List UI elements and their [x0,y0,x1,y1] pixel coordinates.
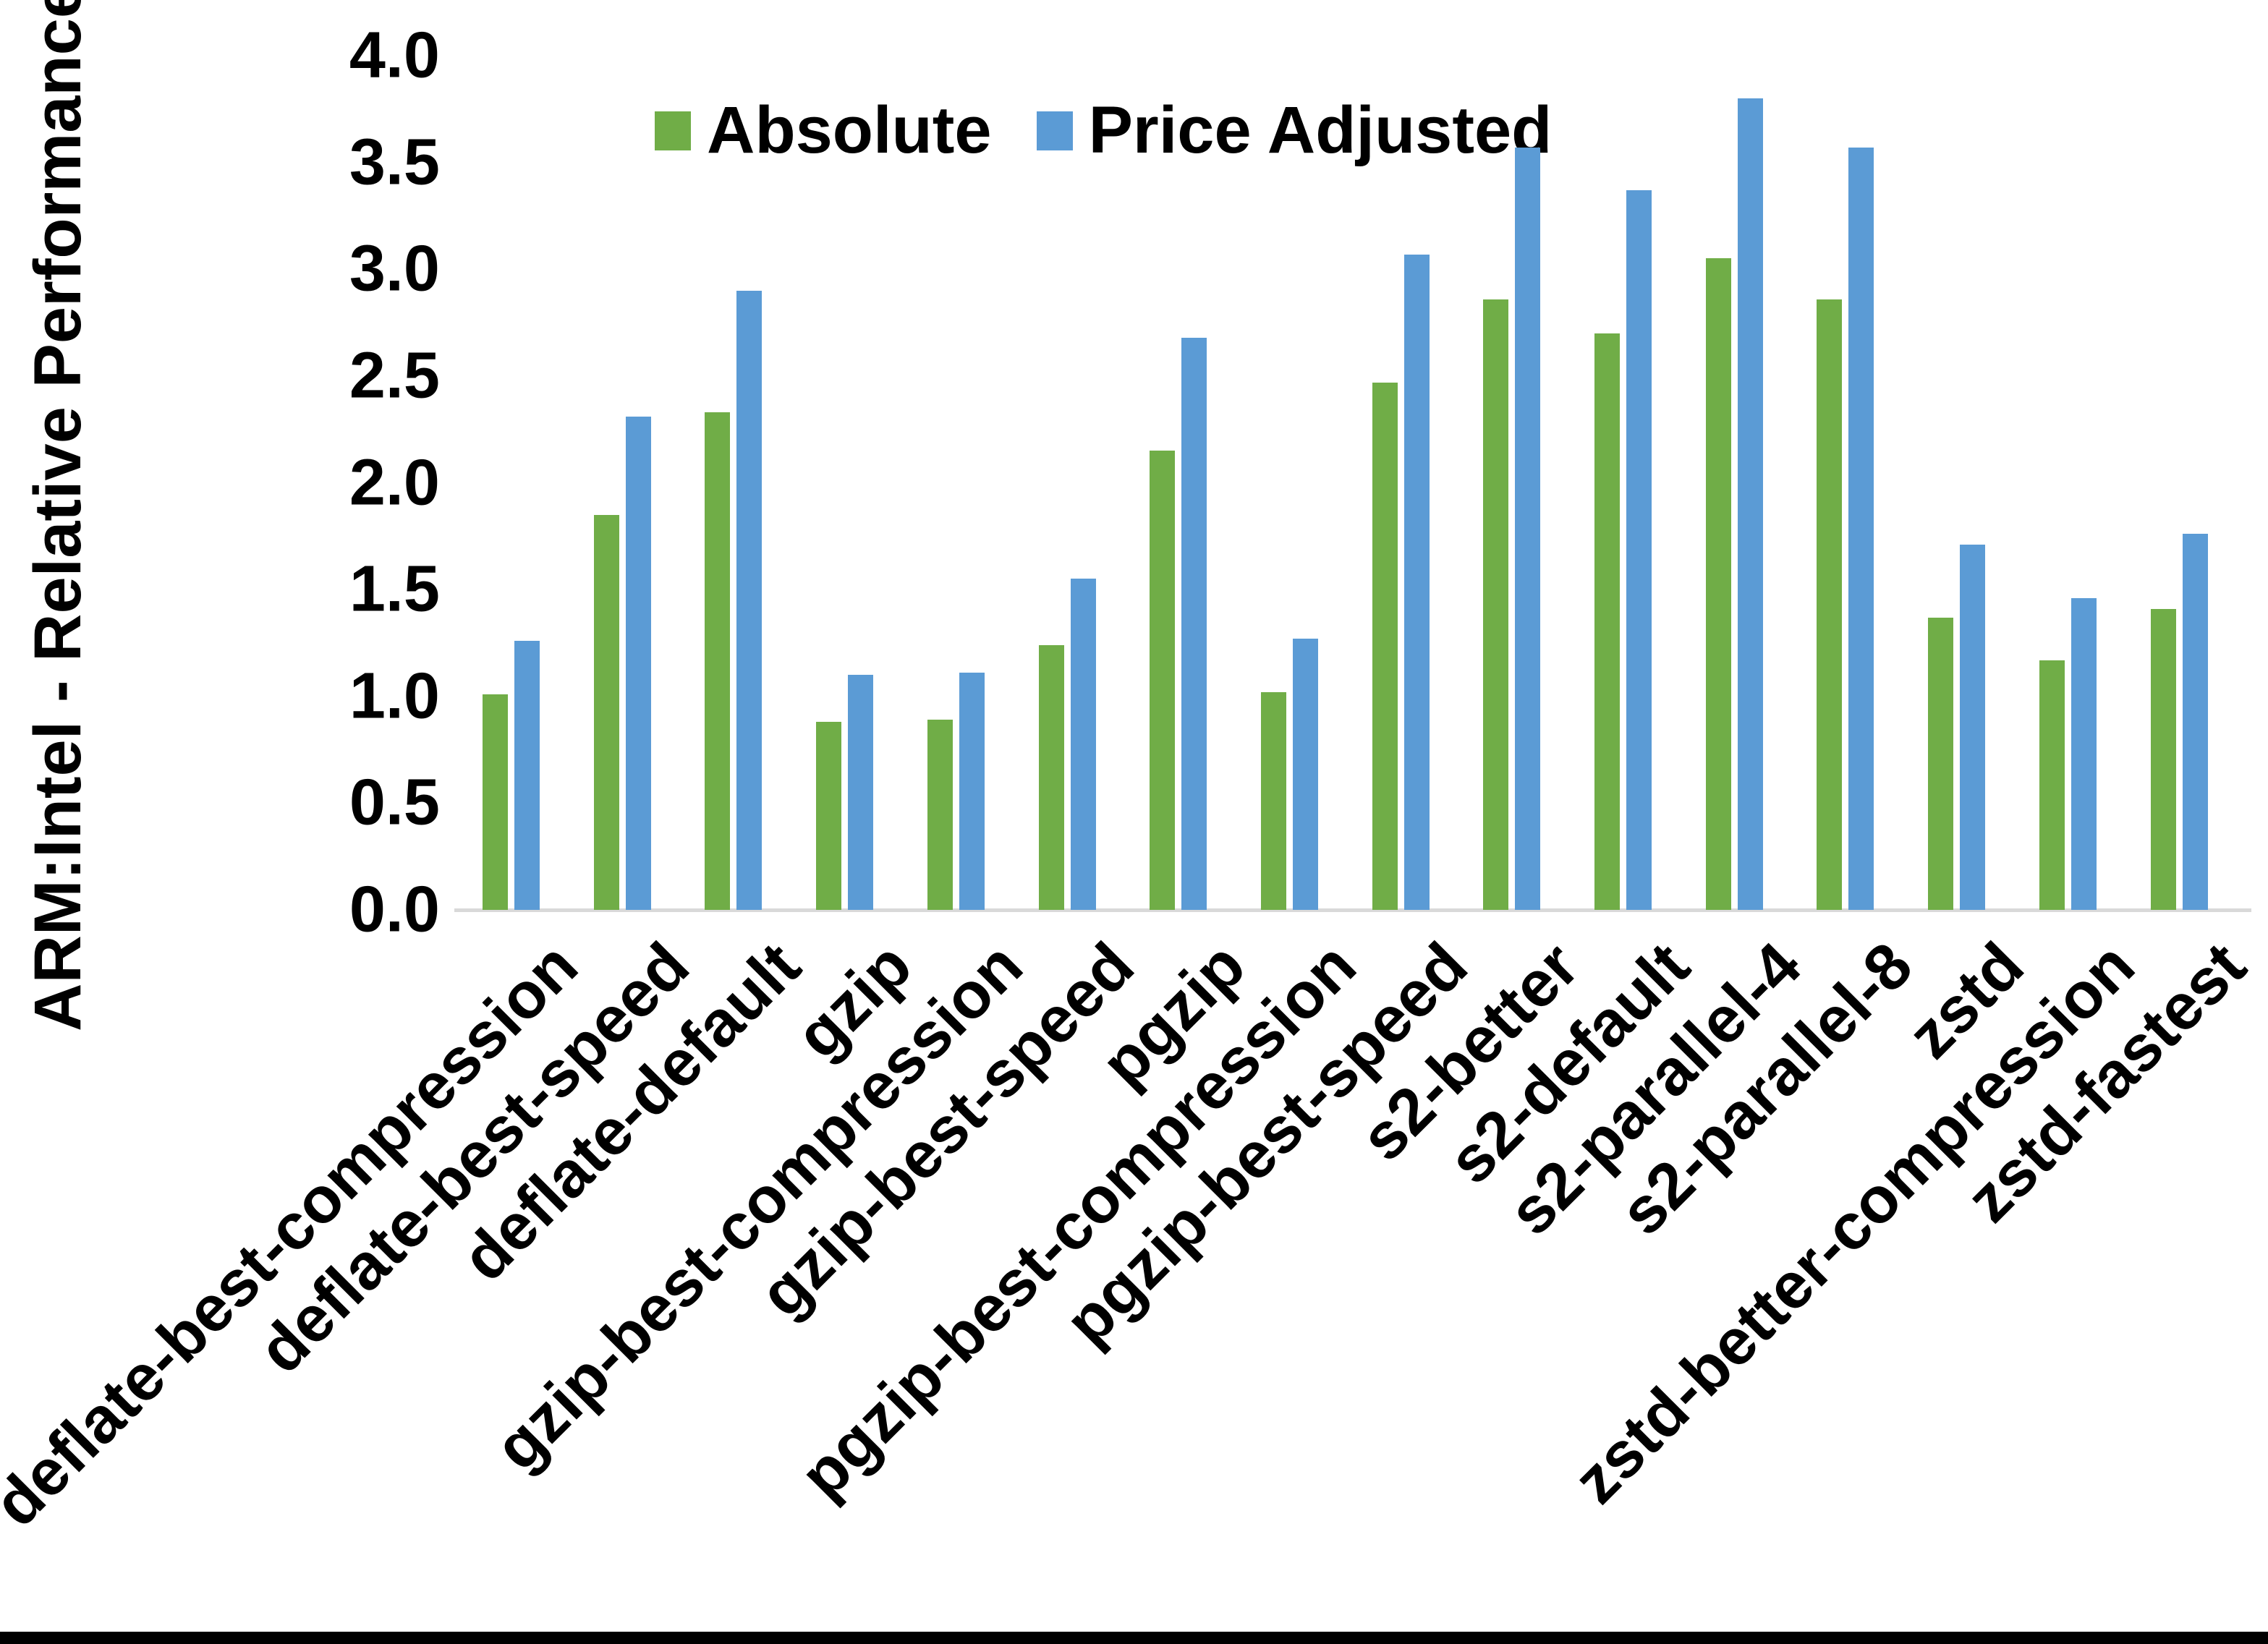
bar-absolute [1817,299,1842,910]
bar-absolute [2039,660,2065,910]
bar-absolute [1706,258,1731,910]
bar-price-adjusted [1404,255,1430,910]
bar-absolute [594,515,619,910]
bar-price-adjusted [1293,639,1318,910]
legend-swatch-absolute-icon [655,111,691,150]
bar-price-adjusted [736,291,762,910]
bottom-border [0,1632,2268,1644]
bar-price-adjusted [514,641,540,910]
bar-price-adjusted [626,417,651,910]
bar-absolute [705,412,730,910]
bar-absolute [1261,692,1286,910]
bar-price-adjusted [848,675,873,910]
legend: Absolute Price Adjusted [655,93,1552,169]
legend-item-absolute: Absolute [655,93,992,169]
y-tick-label: 1.0 [349,660,440,733]
bar-price-adjusted [1626,190,1652,910]
x-axis-line [454,908,2251,912]
y-tick-label: 3.5 [349,126,440,199]
y-tick-label: 2.5 [349,339,440,412]
bar-absolute [1928,618,1953,910]
y-tick-label: 0.0 [349,873,440,946]
bar-absolute [1594,333,1620,910]
legend-label-absolute: Absolute [707,93,992,167]
y-tick-label: 2.0 [349,446,440,519]
y-tick-label: 4.0 [349,19,440,92]
bar-price-adjusted [2183,534,2208,910]
bar-absolute [2151,609,2176,910]
legend-swatch-price-adjusted-icon [1036,111,1073,150]
y-tick-label: 3.0 [349,232,440,305]
bar-absolute [1483,299,1508,910]
bar-absolute [927,720,953,910]
bar-absolute [1039,645,1064,910]
bar-price-adjusted [2071,598,2097,910]
bar-price-adjusted [1848,148,1874,910]
bar-absolute [816,722,841,910]
bar-price-adjusted [1738,98,1763,910]
y-tick-label: 0.5 [349,766,440,839]
bar-price-adjusted [959,673,985,910]
legend-item-price-adjusted: Price Adjusted [1036,93,1553,169]
bar-price-adjusted [1960,545,1985,910]
bar-price-adjusted [1515,148,1540,910]
bar-price-adjusted [1071,579,1096,910]
y-tick-label: 1.5 [349,553,440,626]
bar-absolute [1150,451,1175,910]
legend-label-price-adjusted: Price Adjusted [1088,93,1553,167]
bar-price-adjusted [1181,338,1207,910]
bar-absolute [483,694,508,910]
bar-absolute [1372,383,1398,910]
